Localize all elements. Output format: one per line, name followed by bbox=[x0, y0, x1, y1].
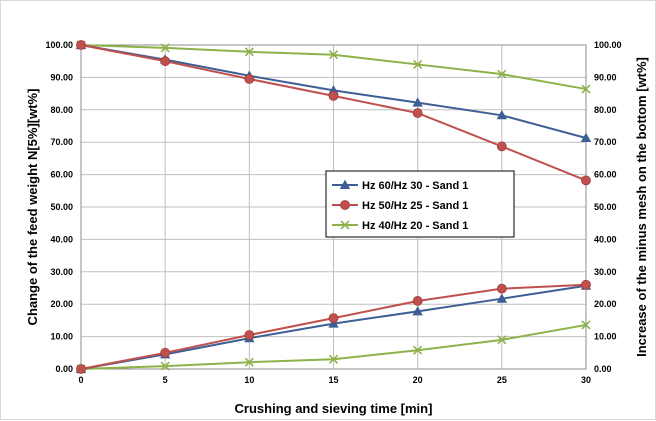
x-tick-label: 10 bbox=[244, 375, 254, 385]
x-marker bbox=[244, 47, 254, 57]
y-tick-label-left: 0.00 bbox=[55, 364, 73, 374]
x-tick-label: 5 bbox=[163, 375, 168, 385]
y-tick-label-right: 90.00 bbox=[594, 72, 617, 82]
circle-marker bbox=[412, 108, 423, 118]
x-tick-label: 0 bbox=[78, 375, 83, 385]
legend: Hz 60/Hz 30 - Sand 1 Hz 50/Hz 25 - Sand 1… bbox=[325, 170, 515, 238]
y-tick-label-right: 30.00 bbox=[594, 267, 617, 277]
triangle-marker bbox=[339, 179, 351, 190]
y-tick-label-left: 100.00 bbox=[45, 40, 73, 50]
legend-item: Hz 40/Hz 20 - Sand 1 bbox=[332, 220, 468, 232]
legend-label: Hz 50/Hz 25 - Sand 1 bbox=[362, 200, 468, 212]
circle-marker bbox=[412, 296, 423, 306]
triangle-marker bbox=[412, 306, 423, 316]
circle-marker bbox=[328, 90, 339, 101]
triangle-marker bbox=[580, 132, 592, 142]
y-tick-label-left: 60.00 bbox=[50, 170, 73, 180]
series-3 bbox=[76, 279, 591, 374]
y-tick-label-left: 80.00 bbox=[50, 105, 73, 115]
x-marker bbox=[581, 84, 591, 94]
circle-marker bbox=[76, 364, 86, 374]
x-marker bbox=[160, 361, 170, 371]
x-axis-ticks: 0 5 10 15 20 25 30 bbox=[78, 375, 591, 385]
series-2 bbox=[76, 40, 591, 186]
x-marker bbox=[328, 354, 339, 364]
circle-marker bbox=[581, 279, 591, 290]
circle-marker bbox=[76, 40, 86, 50]
circle-marker bbox=[160, 56, 171, 67]
legend-label: Hz 60/Hz 30 - Sand 1 bbox=[362, 180, 468, 192]
triangle-marker bbox=[328, 318, 339, 328]
triangle-marker bbox=[412, 97, 423, 107]
x-axis-title: Crushing and sieving time [min] bbox=[235, 401, 433, 416]
series-5 bbox=[76, 320, 591, 374]
y-axis-left-title: Change of the feed weight N[5%][wt%] bbox=[25, 89, 40, 326]
circle-marker bbox=[496, 141, 507, 152]
y-tick-label-right: 80.00 bbox=[594, 105, 617, 115]
x-marker bbox=[497, 335, 507, 345]
x-marker bbox=[497, 69, 507, 79]
x-tick-label: 30 bbox=[581, 375, 591, 385]
y-tick-label-right: 40.00 bbox=[594, 234, 617, 244]
y-tick-label-left: 70.00 bbox=[50, 137, 73, 147]
y-axis-right-ticks: 0.00 10.00 20.00 30.00 40.00 50.00 60.00 70.00 8… bbox=[594, 40, 622, 374]
y-tick-label-left: 30.00 bbox=[50, 267, 73, 277]
x-marker bbox=[160, 43, 170, 53]
circle-marker bbox=[581, 175, 591, 186]
y-axis-left-ticks: 0.00 10.00 20.00 30.00 40.00 50.00 60.00 70.00 8… bbox=[45, 40, 73, 374]
y-tick-label-right: 70.00 bbox=[594, 137, 617, 147]
circle-marker bbox=[244, 330, 255, 340]
y-tick-label-left: 90.00 bbox=[50, 72, 73, 82]
triangle-marker bbox=[496, 109, 508, 120]
x-marker bbox=[413, 345, 423, 355]
y-tick-label-right: 10.00 bbox=[594, 332, 617, 342]
legend-label: Hz 40/Hz 20 - Sand 1 bbox=[362, 220, 468, 232]
circle-marker bbox=[160, 347, 171, 358]
x-tick-label: 25 bbox=[497, 375, 507, 385]
y-tick-label-left: 40.00 bbox=[50, 234, 73, 244]
circle-marker bbox=[244, 74, 255, 84]
x-marker bbox=[340, 220, 350, 230]
y-tick-label-right: 60.00 bbox=[594, 170, 617, 180]
x-tick-label: 15 bbox=[328, 375, 338, 385]
y-tick-label-right: 50.00 bbox=[594, 202, 617, 212]
x-marker bbox=[413, 59, 423, 70]
x-marker bbox=[328, 50, 339, 60]
y-tick-label-right: 100.00 bbox=[594, 40, 622, 50]
y-tick-label-right: 0.00 bbox=[594, 364, 612, 374]
x-tick-label: 20 bbox=[413, 375, 423, 385]
triangle-marker bbox=[496, 293, 508, 303]
circle-marker bbox=[340, 200, 350, 210]
circle-marker bbox=[328, 313, 339, 324]
plot-area-border bbox=[80, 44, 587, 370]
x-marker bbox=[581, 320, 591, 330]
y-tick-label-left: 50.00 bbox=[50, 202, 73, 212]
circle-marker bbox=[496, 283, 507, 294]
x-marker bbox=[244, 357, 254, 367]
y-tick-label-left: 10.00 bbox=[50, 332, 73, 342]
y-tick-label-right: 20.00 bbox=[594, 299, 617, 309]
series-layer bbox=[75, 39, 592, 374]
y-tick-label-left: 20.00 bbox=[50, 299, 73, 309]
y-axis-right-title: Increase of the minus mesh on the bottom… bbox=[634, 57, 649, 357]
legend-item: Hz 50/Hz 25 - Sand 1 bbox=[332, 200, 468, 212]
legend-item: Hz 60/Hz 30 - Sand 1 bbox=[332, 179, 468, 192]
